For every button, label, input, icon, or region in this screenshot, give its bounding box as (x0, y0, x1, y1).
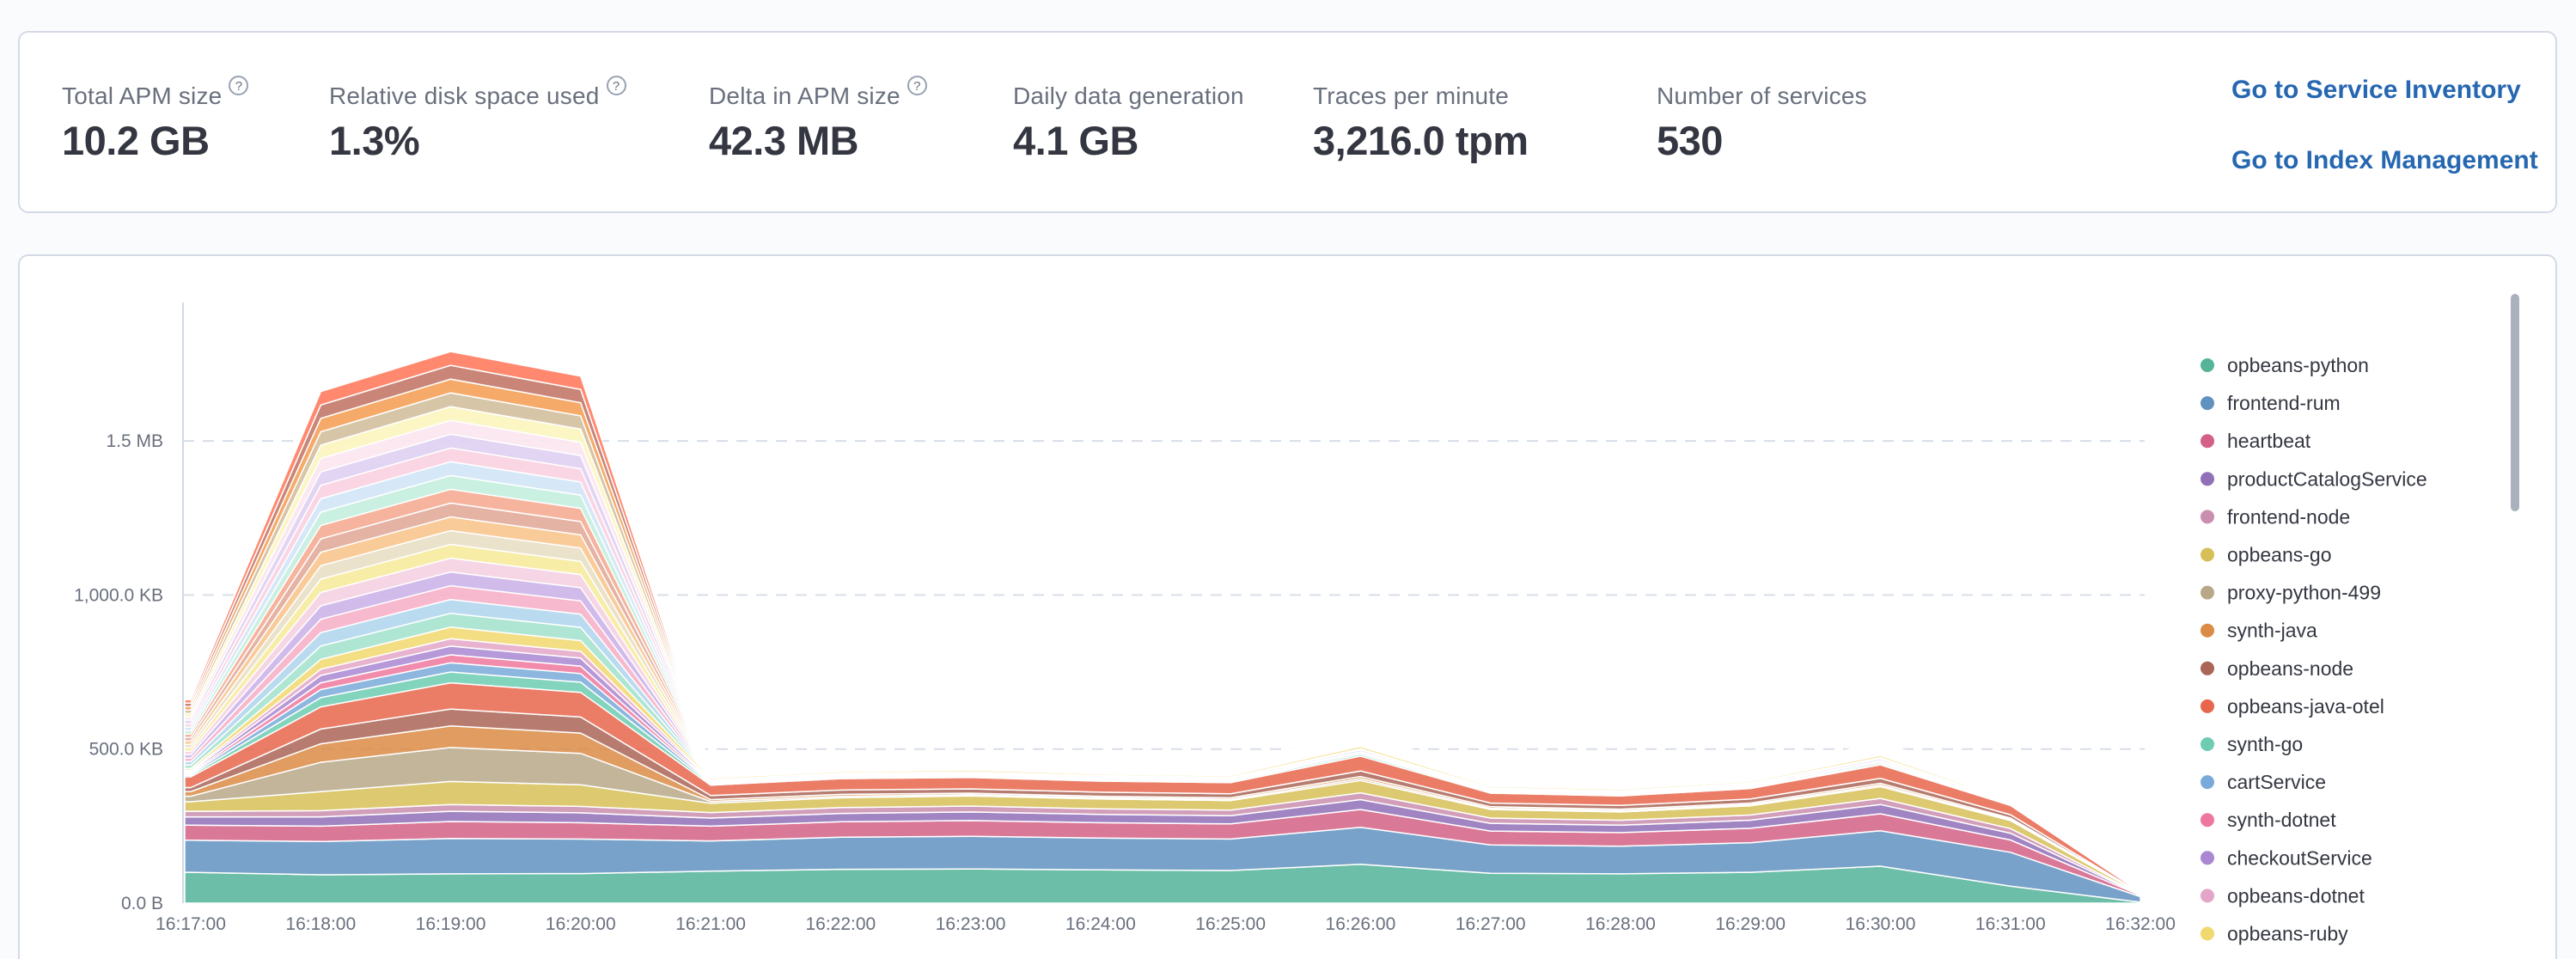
x-axis-tick-label: 16:18:00 (285, 914, 356, 934)
x-axis-tick-label: 16:19:00 (416, 914, 486, 934)
legend-label: frontend-rum (2227, 392, 2341, 414)
x-axis-tick-label: 16:20:00 (546, 914, 616, 934)
legend-color-dot (2201, 661, 2214, 675)
legend-color-dot (2201, 775, 2214, 790)
legend-color-dot (2201, 472, 2214, 486)
help-icon[interactable]: ? (229, 76, 249, 95)
x-axis-tick-label: 16:26:00 (1326, 914, 1396, 934)
stat-label: Relative disk space used (329, 82, 600, 109)
legend-label: frontend-node (2227, 505, 2350, 528)
stat-label: Delta in APM size (709, 82, 900, 109)
legend-label: synth-dotnet (2227, 809, 2336, 831)
help-icon[interactable]: ? (906, 76, 927, 95)
x-axis-tick-label: 16:29:00 (1715, 914, 1785, 934)
stat-value: 1.3% (329, 118, 420, 163)
y-axis-tick-label: 1.5 MB (106, 431, 163, 451)
legend-item-frontend-node[interactable]: frontend-node (2201, 505, 2350, 528)
chart-plot-area[interactable] (185, 302, 2145, 903)
x-axis-tick-label: 16:28:00 (1585, 914, 1656, 934)
stat-total-apm-size: Total APM size? 10.2 GB (62, 76, 249, 164)
x-axis-tick-label: 16:30:00 (1846, 914, 1916, 934)
legend-color-dot (2201, 889, 2214, 903)
x-axis-tick-label: 16:17:00 (156, 914, 226, 934)
x-axis-tick-label: 16:24:00 (1065, 914, 1136, 934)
help-icon[interactable]: ? (606, 76, 626, 95)
legend-item-checkoutService[interactable]: checkoutService (2201, 846, 2372, 869)
legend-item-proxy-python-499[interactable]: proxy-python-499 (2201, 582, 2381, 604)
legend-label: proxy-python-499 (2227, 582, 2381, 604)
stat-label: Traces per minute (1313, 82, 1510, 109)
legend-color-dot (2201, 926, 2214, 941)
x-axis-tick-label: 16:23:00 (936, 914, 1006, 934)
y-axis-tick-label: 0.0 B (121, 894, 163, 913)
legend-label: opbeans-node (2227, 657, 2353, 680)
legend-color-dot (2201, 434, 2214, 449)
stat-label: Total APM size (62, 82, 223, 109)
stat-daily-data-generation: Daily data generation 4.1 GB (1013, 82, 1244, 164)
legend-label: productCatalogService (2227, 467, 2427, 490)
legend-label: opbeans-python (2227, 354, 2369, 376)
legend-item-frontend-rum[interactable]: frontend-rum (2201, 392, 2341, 414)
legend-label: opbeans-go (2227, 544, 2332, 566)
x-axis-tick-label: 16:25:00 (1195, 914, 1266, 934)
legend-label: heartbeat (2227, 430, 2311, 452)
legend-color-dot (2201, 737, 2214, 751)
legend-label: opbeans-ruby (2227, 923, 2348, 945)
go-to-index-management-link[interactable]: Go to Index Management (2231, 146, 2538, 174)
stat-value: 4.1 GB (1013, 118, 1138, 163)
stat-label: Number of services (1657, 82, 1867, 109)
stat-value: 10.2 GB (62, 118, 210, 163)
legend-item-opbeans-python[interactable]: opbeans-python (2201, 354, 2369, 376)
legend-item-productCatalogService[interactable]: productCatalogService (2201, 467, 2427, 490)
legend-label: opbeans-dotnet (2227, 884, 2365, 907)
x-axis-tick-label: 16:22:00 (805, 914, 876, 934)
legend-color-dot (2201, 623, 2214, 638)
stat-number-of-services: Number of services 530 (1657, 82, 1867, 164)
x-axis-tick-label: 16:27:00 (1456, 914, 1526, 934)
legend-color-dot (2201, 585, 2214, 600)
stat-delta-in-apm-size: Delta in APM size? 42.3 MB (709, 76, 927, 164)
stat-value: 3,216.0 tpm (1313, 118, 1529, 163)
legend-color-dot (2201, 547, 2214, 562)
legend-item-opbeans-node[interactable]: opbeans-node (2201, 657, 2353, 680)
legend-color-dot (2201, 851, 2214, 865)
x-axis-tick-label: 16:21:00 (675, 914, 746, 934)
legend-color-dot (2201, 396, 2214, 411)
area-band-other-series-band (184, 351, 2141, 893)
stat-traces-per-minute: Traces per minute 3,216.0 tpm (1313, 82, 1529, 164)
legend-label: synth-java (2227, 620, 2317, 642)
legend-item-opbeans-dotnet[interactable]: opbeans-dotnet (2201, 884, 2365, 907)
legend-color-dot (2201, 510, 2214, 524)
legend-item-synth-go[interactable]: synth-go (2201, 733, 2303, 755)
legend-color-dot (2201, 358, 2214, 372)
legend-label: synth-go (2227, 733, 2303, 755)
y-axis-tick-label: 500.0 KB (89, 740, 163, 760)
legend-color-dot (2201, 699, 2214, 713)
legend-item-cartService[interactable]: cartService (2201, 771, 2326, 793)
legend-item-opbeans-ruby[interactable]: opbeans-ruby (2201, 923, 2348, 945)
stat-label: Daily data generation (1013, 82, 1244, 109)
stat-value: 530 (1657, 118, 1723, 163)
x-axis-tick-label: 16:31:00 (1975, 914, 2046, 934)
legend-label: cartService (2227, 771, 2326, 793)
legend-item-synth-java[interactable]: synth-java (2201, 620, 2317, 642)
legend-item-synth-dotnet[interactable]: synth-dotnet (2201, 809, 2336, 831)
stat-value: 42.3 MB (709, 118, 859, 163)
legend-item-opbeans-java-otel[interactable]: opbeans-java-otel (2201, 695, 2384, 718)
legend-item-heartbeat[interactable]: heartbeat (2201, 430, 2311, 452)
legend-scrollbar[interactable] (2511, 294, 2519, 511)
legend-item-opbeans-go[interactable]: opbeans-go (2201, 544, 2332, 566)
y-axis-tick-label: 1,000.0 KB (74, 585, 163, 605)
x-axis-tick-label: 16:32:00 (2105, 914, 2176, 934)
legend-label: checkoutService (2227, 846, 2372, 869)
storage-summary-panel: Total APM size? 10.2 GB Relative disk sp… (18, 31, 2557, 213)
stat-relative-disk-space-used: Relative disk space used? 1.3% (329, 76, 626, 164)
legend-label: opbeans-java-otel (2227, 695, 2384, 718)
go-to-service-inventory-link[interactable]: Go to Service Inventory (2231, 76, 2521, 104)
legend-color-dot (2201, 813, 2214, 828)
